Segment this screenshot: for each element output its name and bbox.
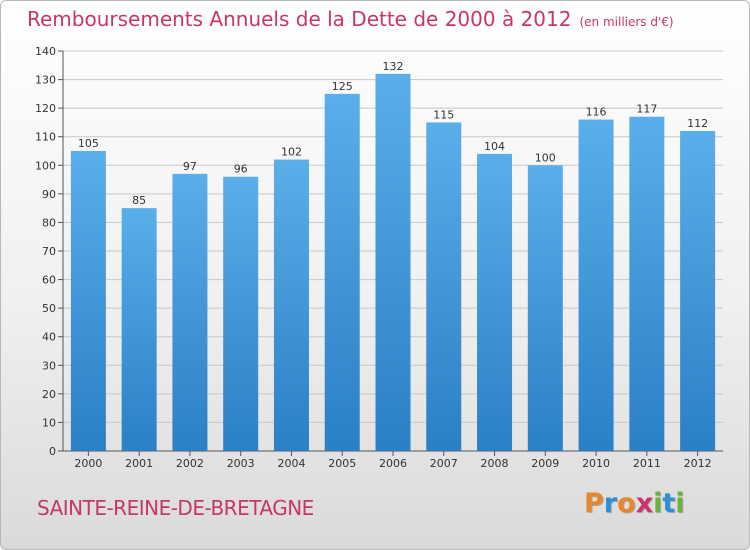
data-label: 112 [687,117,708,130]
x-tick-label: 2008 [481,457,509,470]
bar [121,208,157,451]
y-tick-label: 70 [42,245,56,258]
proxiti-logo: Proxiti [584,488,685,519]
bar [680,131,716,451]
bar [375,73,411,451]
y-tick-label: 10 [42,416,56,429]
bar [527,165,563,452]
logo-letter: P [584,488,604,519]
y-tick-label: 30 [42,359,56,372]
y-tick-label: 120 [35,102,56,115]
y-tick-label: 130 [35,74,56,87]
data-label: 85 [132,194,146,207]
logo-letter: o [617,488,636,519]
bar [477,153,513,451]
y-tick-label: 100 [35,159,56,172]
bar [578,119,614,452]
x-tick-label: 2011 [633,457,661,470]
bars [70,73,716,452]
data-label: 132 [383,60,404,73]
x-tick-label: 2012 [684,457,712,470]
data-label: 96 [234,163,248,176]
x-tick-label: 2005 [328,457,356,470]
chart-subtitle: (en milliers d'€) [579,15,674,29]
bar [324,93,360,451]
x-tick-label: 2003 [227,457,255,470]
y-tick-label: 20 [42,388,56,401]
x-tick-label: 2000 [74,457,102,470]
data-label: 116 [586,106,607,119]
bar [426,122,462,451]
labels: 0 10 20 30 40 50 60 70 80 90 100 110 120 130 140 105 200… [35,45,712,470]
logo-letter: x [635,488,654,519]
data-label: 125 [332,80,353,93]
data-label: 104 [484,140,505,153]
bar [223,176,259,451]
logo-letter: i [653,488,663,519]
data-label: 115 [433,108,454,121]
x-tick-label: 2002 [176,457,204,470]
y-tick-label: 60 [42,274,56,287]
y-tick-label: 110 [35,131,56,144]
data-label: 97 [183,160,197,173]
x-tick-label: 2001 [125,457,153,470]
bar [172,173,208,451]
x-tick-label: 2004 [277,457,305,470]
data-label: 102 [281,146,302,159]
logo-letter: r [603,488,618,519]
bar [70,151,106,451]
bar [273,159,309,452]
bar [629,116,665,451]
logo-letter: t [662,488,676,519]
x-tick-label: 2009 [531,457,559,470]
logo-letter: i [675,488,685,519]
chart-title-text: Remboursements Annuels de la Dette de 20… [27,7,572,31]
chart-title: Remboursements Annuels de la Dette de 20… [27,7,674,31]
y-tick-label: 0 [49,445,56,458]
y-tick-label: 90 [42,188,56,201]
x-tick-label: 2007 [430,457,458,470]
data-label: 100 [535,151,556,164]
data-label: 105 [78,137,99,150]
y-tick-label: 50 [42,302,56,315]
commune-name: SAINTE-REINE-DE-BRETAGNE [37,496,314,520]
y-tick-label: 80 [42,216,56,229]
y-tick-label: 40 [42,331,56,344]
x-tick-label: 2006 [379,457,407,470]
data-label: 117 [636,103,657,116]
x-tick-label: 2010 [582,457,610,470]
y-tick-label: 140 [35,45,56,58]
